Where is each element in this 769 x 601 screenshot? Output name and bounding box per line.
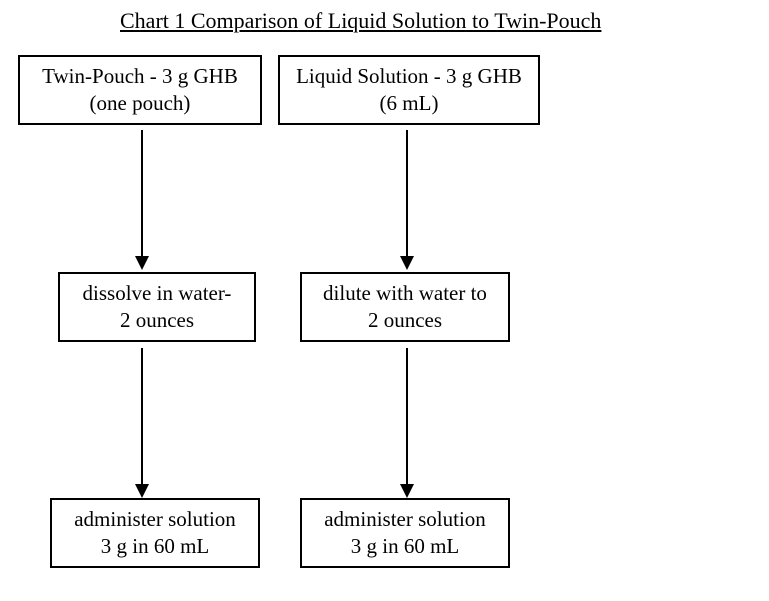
flow-node-line: Liquid Solution - 3 g GHB: [296, 63, 522, 90]
flow-node: dilute with water to2 ounces: [300, 272, 510, 342]
flow-arrow: [406, 130, 408, 258]
flow-arrow: [141, 348, 143, 486]
flow-node-line: 3 g in 60 mL: [101, 533, 210, 560]
flow-node: dissolve in water-2 ounces: [58, 272, 256, 342]
flow-node-line: (6 mL): [380, 90, 439, 117]
flow-node-line: dissolve in water-: [83, 280, 232, 307]
arrow-head-icon: [400, 256, 414, 270]
flow-node-line: (one pouch): [90, 90, 191, 117]
flow-node-line: dilute with water to: [323, 280, 487, 307]
flow-node: administer solution3 g in 60 mL: [50, 498, 260, 568]
flow-arrow: [406, 348, 408, 486]
arrow-head-icon: [135, 484, 149, 498]
chart-title: Chart 1 Comparison of Liquid Solution to…: [120, 8, 601, 34]
flow-node-line: 2 ounces: [120, 307, 194, 334]
flow-node-line: Twin-Pouch - 3 g GHB: [42, 63, 238, 90]
flow-node: Twin-Pouch - 3 g GHB(one pouch): [18, 55, 262, 125]
arrow-head-icon: [400, 484, 414, 498]
flow-node: Liquid Solution - 3 g GHB(6 mL): [278, 55, 540, 125]
flow-node-line: administer solution: [324, 506, 486, 533]
flow-arrow: [141, 130, 143, 258]
flow-node: administer solution3 g in 60 mL: [300, 498, 510, 568]
flow-node-line: administer solution: [74, 506, 236, 533]
arrow-head-icon: [135, 256, 149, 270]
flow-node-line: 2 ounces: [368, 307, 442, 334]
flow-node-line: 3 g in 60 mL: [351, 533, 460, 560]
